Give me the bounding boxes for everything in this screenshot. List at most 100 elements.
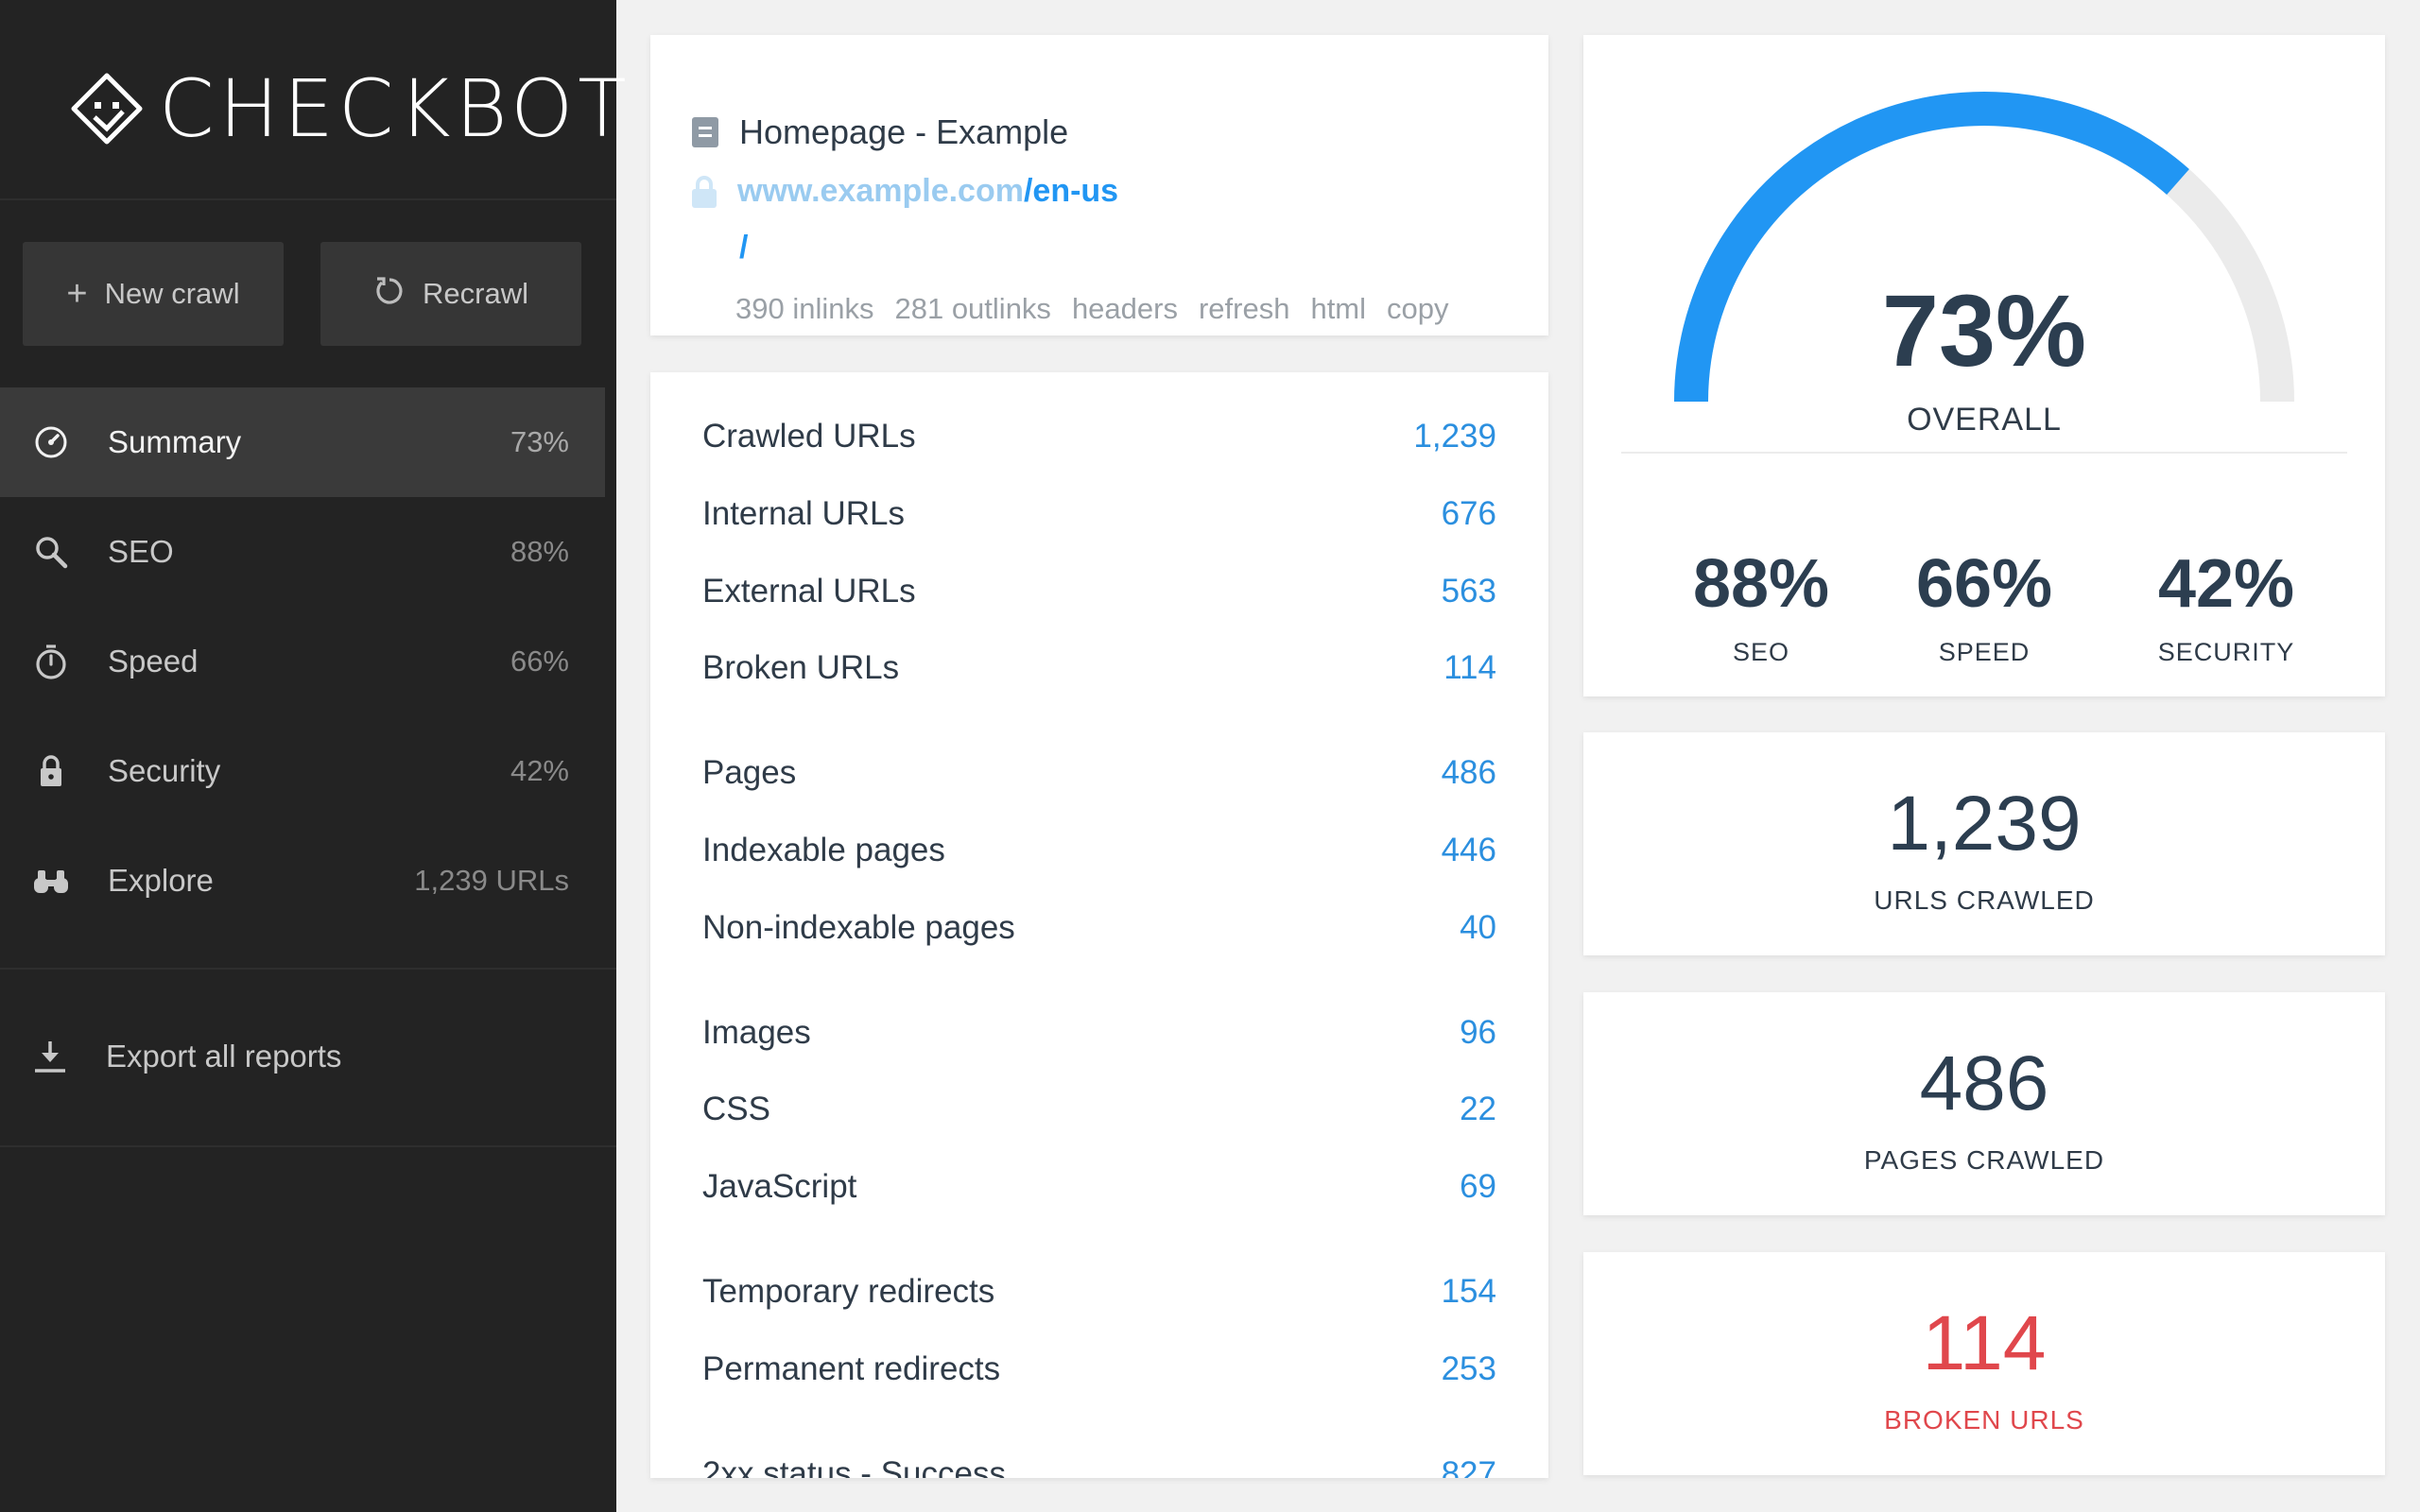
- stat-row[interactable]: Non-indexable pages 40: [702, 902, 1496, 954]
- export-all-reports-button[interactable]: Export all reports: [0, 1002, 605, 1111]
- search-icon: [32, 533, 70, 571]
- stat-label: 2xx status - Success: [702, 1455, 1006, 1478]
- new-crawl-button[interactable]: + New crawl: [23, 242, 284, 346]
- sidebar-item-value: 73%: [510, 425, 569, 458]
- stat-label: Internal URLs: [702, 495, 905, 532]
- seo-score[interactable]: 88% SEO: [1638, 545, 1884, 667]
- sidebar-item-value: 42%: [510, 754, 569, 787]
- overall-score-card: 73% OVERALL 88% SEO 66% SPEED 42% SECURI…: [1583, 35, 2385, 696]
- stat-row[interactable]: Permanent redirects 253: [702, 1343, 1496, 1396]
- stat-row[interactable]: JavaScript 69: [702, 1160, 1496, 1213]
- stat-value: 446: [1441, 832, 1496, 868]
- gauge-fill: [1674, 92, 2189, 403]
- lock-icon: [692, 175, 717, 208]
- stat-label: CSS: [702, 1091, 770, 1127]
- divider: [1621, 452, 2347, 454]
- stopwatch-icon: [32, 643, 70, 680]
- broken-urls-card[interactable]: 114 BROKEN URLS: [1583, 1252, 2385, 1475]
- divider: [0, 968, 616, 970]
- stat-row[interactable]: Temporary redirects 154: [702, 1265, 1496, 1318]
- stat-value: 676: [1441, 495, 1496, 532]
- checkbot-logo-icon: [71, 73, 143, 145]
- url-domain: www.example.com: [737, 173, 1024, 209]
- metric-value: 1,239: [1887, 781, 2082, 867]
- sidebar-item-speed[interactable]: Speed 66%: [0, 607, 605, 716]
- stat-label: Permanent redirects: [702, 1350, 1001, 1387]
- security-score-label: SECURITY: [2157, 638, 2295, 666]
- metric-label: PAGES CRAWLED: [1863, 1145, 2105, 1175]
- stat-label: JavaScript: [702, 1168, 857, 1205]
- html-link[interactable]: html: [1310, 292, 1367, 325]
- stats-card: Crawled URLs 1,239 Internal URLs 676 Ext…: [650, 372, 1548, 1478]
- overall-gauge: [1674, 92, 2294, 403]
- stat-label: Pages: [702, 754, 797, 791]
- seo-score-label: SEO: [1732, 638, 1790, 666]
- sidebar-item-value: 66%: [510, 644, 569, 678]
- sidebar-item-label: Security: [108, 753, 221, 788]
- page-info-card: Homepage - Example www.example.com/en-us…: [650, 35, 1548, 335]
- overall-score: 73%: [1881, 273, 2087, 387]
- stat-row[interactable]: 2xx status - Success 827: [702, 1448, 1496, 1478]
- security-score-value: 42%: [2157, 546, 2295, 622]
- urls-crawled-card[interactable]: 1,239 URLS CRAWLED: [1583, 732, 2385, 955]
- sidebar-item-label: Explore: [108, 863, 214, 898]
- checkbot-logo: CHECKBOT: [66, 68, 631, 149]
- stat-label: Non-indexable pages: [702, 909, 1015, 946]
- refresh-icon: [373, 275, 406, 314]
- refresh-link[interactable]: refresh: [1198, 292, 1290, 325]
- sidebar-item-summary[interactable]: Summary 73%: [0, 387, 605, 497]
- stat-value: 69: [1460, 1168, 1496, 1205]
- copy-link[interactable]: copy: [1387, 292, 1449, 325]
- sidebar-item-value: 88%: [510, 535, 569, 568]
- stat-label: Temporary redirects: [702, 1273, 995, 1310]
- download-icon: [32, 1038, 70, 1075]
- divider: [0, 198, 616, 200]
- pages-crawled-card[interactable]: 486 PAGES CRAWLED: [1583, 992, 2385, 1215]
- sidebar: CHECKBOT + New crawl Recrawl Summary 73%: [0, 0, 627, 1512]
- speed-score[interactable]: 66% SPEED: [1861, 545, 2107, 667]
- stat-row[interactable]: Crawled URLs 1,239: [702, 410, 1496, 463]
- seo-score-value: 88%: [1692, 546, 1830, 622]
- lock-icon: [32, 752, 70, 790]
- stat-value: 563: [1441, 573, 1496, 610]
- sidebar-item-explore[interactable]: Explore 1,239 URLs: [0, 826, 605, 936]
- page-title-text: Homepage - Example: [739, 112, 1069, 151]
- sidebar-item-value: 1,239 URLs: [414, 864, 569, 897]
- stat-value: 827: [1441, 1455, 1496, 1478]
- stat-row[interactable]: External URLs 563: [702, 565, 1496, 618]
- sidebar-item-security[interactable]: Security 42%: [0, 716, 605, 826]
- stat-row[interactable]: Pages 486: [702, 747, 1496, 799]
- speed-score-value: 66%: [1915, 546, 2053, 622]
- sidebar-item-label: Summary: [108, 424, 242, 459]
- stat-row[interactable]: Internal URLs 676: [702, 488, 1496, 541]
- sidebar-item-seo[interactable]: SEO 88%: [0, 497, 605, 607]
- page-title: Homepage - Example: [692, 112, 1068, 152]
- outlinks-link[interactable]: 281 outlinks: [894, 292, 1051, 325]
- divider: [0, 1145, 616, 1147]
- new-crawl-label: New crawl: [104, 277, 240, 310]
- app-name: CHECKBOT: [159, 62, 631, 155]
- stat-row[interactable]: CSS 22: [702, 1083, 1496, 1136]
- page-url[interactable]: www.example.com/en-us: [692, 173, 1118, 210]
- stat-value: 22: [1460, 1091, 1496, 1127]
- headers-link[interactable]: headers: [1071, 292, 1178, 325]
- gauge-icon: [32, 423, 70, 461]
- stat-value: 154: [1441, 1273, 1496, 1310]
- inlinks-link[interactable]: 390 inlinks: [735, 292, 874, 325]
- recrawl-button[interactable]: Recrawl: [320, 242, 581, 346]
- export-label: Export all reports: [106, 1039, 342, 1074]
- binoculars-icon: [32, 862, 70, 900]
- sidebar-item-label: SEO: [108, 534, 174, 569]
- sidebar-item-label: Speed: [108, 644, 199, 679]
- metric-value: 114: [1922, 1300, 2047, 1386]
- metric-label: URLS CRAWLED: [1874, 885, 2095, 915]
- stat-row[interactable]: Images 96: [702, 1006, 1496, 1059]
- stat-value: 1,239: [1413, 418, 1496, 455]
- security-score[interactable]: 42% SECURITY: [2103, 545, 2349, 667]
- stat-row[interactable]: Indexable pages 446: [702, 824, 1496, 877]
- stat-label: Broken URLs: [702, 649, 900, 686]
- stat-value: 96: [1460, 1014, 1496, 1051]
- document-icon: [692, 117, 718, 147]
- stat-row[interactable]: Broken URLs 114: [702, 642, 1496, 695]
- stat-label: Indexable pages: [702, 832, 945, 868]
